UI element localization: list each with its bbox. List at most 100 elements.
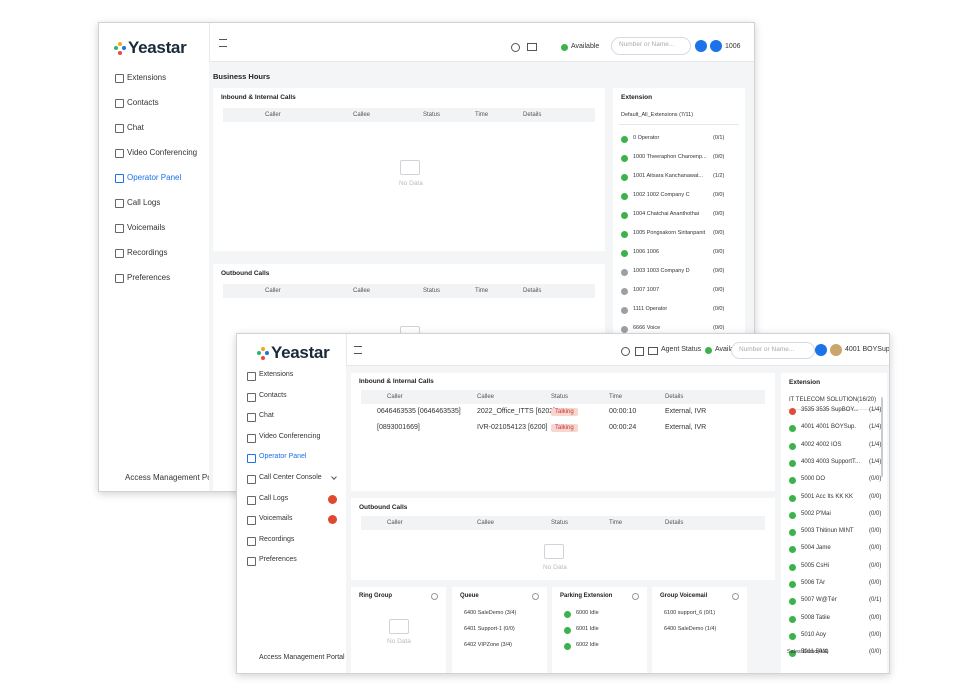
menu-item[interactable]: Chat [247, 412, 274, 423]
menu-item[interactable]: Extensions [115, 73, 166, 83]
extension-count: (0/1) [713, 135, 725, 141]
empty-text: No Data [543, 564, 567, 571]
extension-name[interactable]: 0 Operator [633, 135, 660, 141]
extension-name[interactable]: 5004 Jame [801, 545, 831, 552]
user[interactable]: 4001 BOYSup. [845, 346, 890, 353]
extension-name[interactable]: 4001 4001 BOYSup. [801, 424, 857, 431]
extension-name[interactable]: 5008 Tatiie [801, 614, 830, 621]
list-item[interactable]: 6000 Idle [576, 610, 599, 616]
column-header: Caller [387, 394, 403, 400]
extension-name[interactable]: 5011 5011 [801, 649, 829, 656]
search-box[interactable]: Number or Name... [731, 342, 815, 359]
menu-item[interactable]: Call Logs [247, 495, 288, 505]
menu-icon [247, 392, 256, 402]
extension-name[interactable]: 1001 Aitsara Kanchanawat... [633, 173, 704, 179]
extension-name[interactable]: 5010 Aoy [801, 631, 827, 638]
menu-toggle[interactable] [219, 39, 227, 47]
extension-count: (0/0) [869, 562, 882, 569]
list-item[interactable]: 6400 SaleDemo (1/4) [664, 626, 717, 632]
extension-name[interactable]: 3535 3535 SupBOY... [801, 407, 859, 413]
empty-tray [400, 160, 420, 175]
table-header [361, 390, 765, 404]
extension-name[interactable]: 5000 DO [801, 476, 826, 483]
footer-link[interactable]: Access Management Portal [259, 654, 345, 661]
agent-status[interactable]: Agent Status [661, 346, 702, 353]
group-select[interactable]: IT TELECOM SOLUTION(16/20) [789, 397, 877, 403]
extension-name[interactable]: 6666 Voice [633, 325, 661, 331]
inbound-panel: Inbound & Internal Calls Caller Callee Stat… [351, 373, 775, 491]
column-header: Details [665, 394, 684, 400]
user[interactable]: 1006 [725, 43, 741, 50]
list-item[interactable]: 6402 VIPZone (3/4) [464, 642, 513, 648]
group-select[interactable]: Default_All_Extensions (7/11) [621, 112, 694, 118]
menu-item[interactable]: Preferences [115, 273, 170, 283]
device-icon [648, 347, 658, 355]
menu-label: Chat [259, 412, 274, 420]
menu-label: Video Conferencing [127, 148, 198, 157]
status[interactable]: Available [715, 346, 744, 353]
menu-icon [247, 454, 256, 464]
column-header: Status [423, 288, 441, 294]
menu-item[interactable]: Extensions [247, 371, 293, 381]
column-header: Time [609, 394, 623, 400]
call-cell: [0893001669] [377, 424, 420, 431]
menu-item[interactable]: Voicemails [247, 515, 292, 526]
call-button[interactable] [695, 40, 707, 52]
list-item[interactable]: 6100 support_6 (0/1) [664, 610, 716, 616]
menu-item[interactable]: Video Conferencing [247, 433, 320, 443]
footer-link[interactable]: Access Management Portal [125, 473, 223, 482]
extension-count: (0/0) [869, 614, 882, 621]
menu-item[interactable]: Call Logs [115, 198, 160, 208]
extension-name[interactable]: 1004 Chatchai Ananthothai [633, 211, 700, 217]
extension-name[interactable]: 5001 Acc Its KK KK [801, 493, 854, 500]
list-item[interactable]: 6401 Support-1 (0/0) [464, 626, 515, 632]
column-header: Caller [265, 112, 281, 118]
menu-item[interactable]: Contacts [247, 392, 287, 402]
extension-count: (1/4) [869, 407, 882, 413]
list-item[interactable]: 6002 Idle [576, 642, 599, 648]
call-button[interactable] [815, 344, 827, 356]
group-select[interactable]: Sales-Demo(4/4) [787, 649, 829, 655]
extension-name[interactable]: 1005 Pongsakorn Siritanpanit [633, 230, 706, 236]
menu-item[interactable]: Chat [115, 123, 144, 133]
badge [328, 515, 337, 525]
extension-panel: Extension IT TELECOM SOLUTION(16/20) 3535 … [781, 373, 887, 673]
extension-name[interactable]: 5005 CsHi [801, 562, 830, 569]
list-item[interactable]: 6400 SaleDemo (3/4) [464, 610, 517, 616]
extension-name[interactable]: 1003 1003 Company D [633, 268, 690, 274]
extension-name[interactable]: 5003 Thitinun MINT [801, 528, 854, 535]
extension-name[interactable]: 1007 1007 [633, 287, 659, 293]
status-dot [621, 231, 628, 238]
menu-item[interactable]: Preferences [247, 556, 297, 567]
column-header: Time [609, 520, 623, 526]
menu-item[interactable]: Recordings [247, 536, 294, 546]
menu-item[interactable]: Operator Panel [247, 453, 306, 464]
extension-name[interactable]: 1111 Operator [633, 306, 668, 312]
list-item[interactable]: 6001 Idle [576, 626, 599, 632]
panel-title: Extension [789, 379, 821, 386]
extension-count: (0/0) [869, 528, 882, 535]
menu-item[interactable]: Recordings [115, 248, 167, 258]
menu-icon [247, 372, 256, 381]
search-box[interactable]: Number or Name... [611, 37, 691, 55]
menu-item[interactable]: Call Center Console [247, 474, 322, 484]
status-dot [789, 425, 796, 433]
menu-item[interactable]: Contacts [115, 98, 159, 108]
menu-item[interactable]: Video Conferencing [115, 148, 197, 158]
extension-name[interactable]: 1000 Theeraphon Charoenp... [633, 154, 707, 160]
status-dot [621, 174, 628, 181]
extension-name[interactable]: 1002 1002 Company C [633, 192, 690, 198]
menu-toggle[interactable] [354, 346, 362, 354]
menu-item[interactable]: Voicemails [115, 223, 165, 233]
extension-name[interactable]: 4003 4003 SupportT... [801, 458, 861, 465]
status[interactable]: Available [571, 43, 600, 50]
extension-name[interactable]: 5007 W@Tér [801, 597, 837, 604]
extension-name[interactable]: 1006 1006 [633, 249, 659, 255]
divider [787, 409, 881, 410]
extension-name[interactable]: 5006 TAr [801, 580, 826, 586]
extension-name[interactable]: 4002 4002 IOS [801, 441, 842, 448]
column-header: Callee [477, 394, 495, 400]
extension-name[interactable]: 5002 P'Mai [801, 510, 831, 517]
menu-item[interactable]: Operator Panel [115, 173, 181, 183]
call-status: Talking [551, 408, 578, 416]
